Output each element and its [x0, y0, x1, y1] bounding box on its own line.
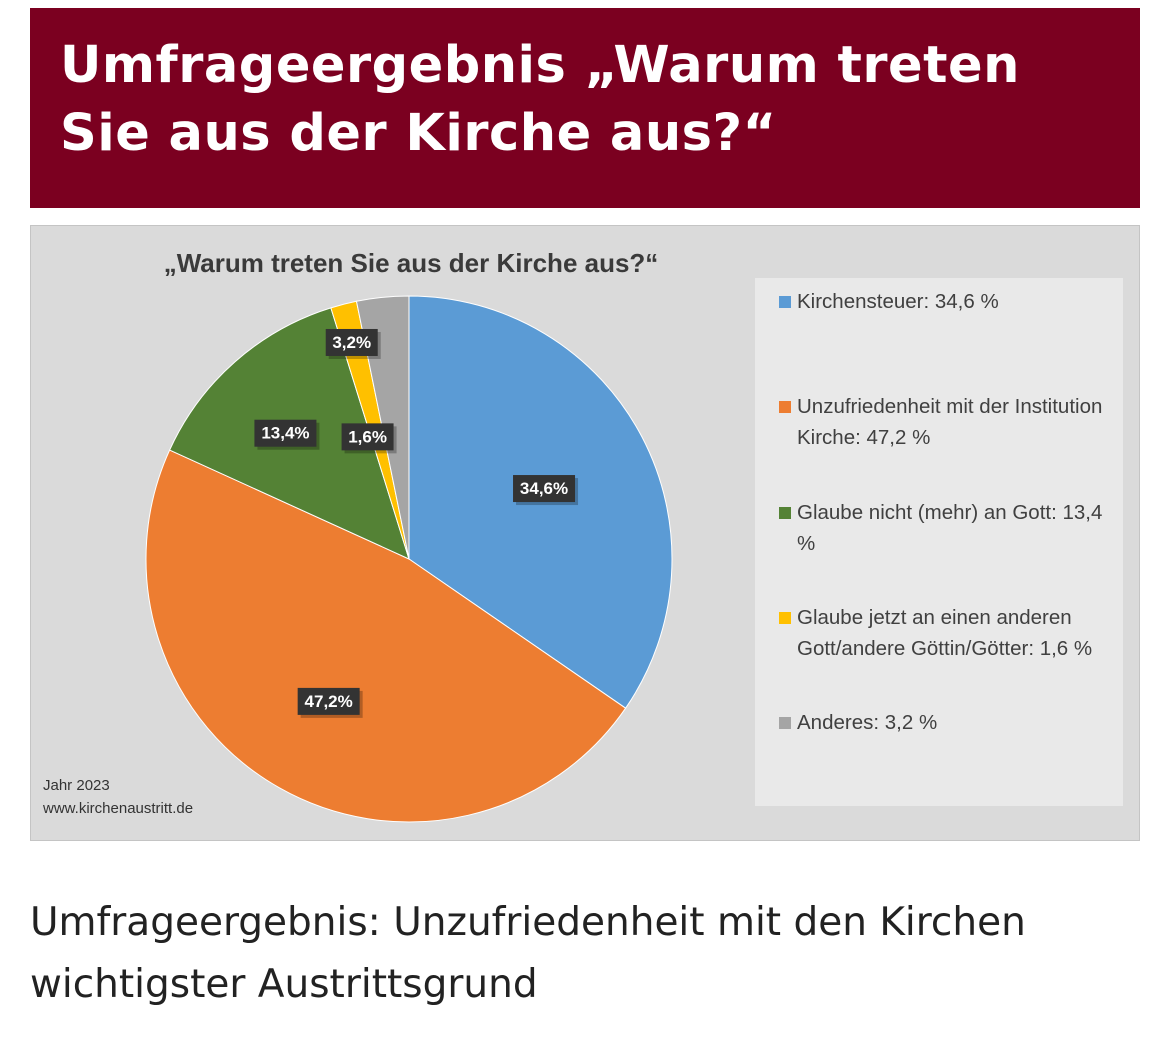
legend-label: Anderes: 3,2 % [797, 711, 938, 734]
legend-item-unzufriedenheit: Unzufriedenheit mit der Institution Kirc… [779, 391, 1119, 453]
chart-title: „Warum treten Sie aus der Kirche aus?“ [163, 248, 659, 278]
footnote-year: Jahr 2023 [43, 777, 110, 794]
data-label-text: 47,2% [305, 692, 353, 711]
data-label-text: 34,6% [520, 479, 568, 498]
legend-item-kirchensteuer: Kirchensteuer: 34,6 % [779, 286, 1119, 317]
legend-swatch [779, 296, 791, 308]
data-label: 3,2% [325, 328, 381, 359]
pie-chart: 34,6% 47,2% 13,4% 1,6% 3,2% [145, 295, 673, 823]
header-banner: Umfrageergebnis „Warum treten Sie aus de… [30, 8, 1140, 208]
data-label-text: 1,6% [348, 427, 387, 446]
image-caption: Umfrageergebnis: Unzufriedenheit mit den… [30, 900, 1026, 1007]
data-label: 34,6% [513, 475, 579, 506]
pie-slice [145, 449, 627, 823]
legend-swatch [779, 507, 791, 519]
footnote: Jahr 2023 www.kirchenaustritt.de [43, 774, 193, 820]
legend-item-glaube-nicht: Glaube nicht (mehr) an Gott: 13,4 % [779, 497, 1119, 559]
page-title: Umfrageergebnis „Warum treten Sie aus de… [60, 36, 1020, 163]
legend-swatch [779, 401, 791, 413]
legend-swatch [779, 717, 791, 729]
chart-figure: „Warum treten Sie aus der Kirche aus?“ 3… [30, 225, 1140, 841]
legend-label: Kirchensteuer: 34,6 % [797, 290, 999, 313]
legend-item-anderes: Anderes: 3,2 % [779, 707, 1119, 738]
data-label: 1,6% [341, 423, 397, 454]
data-label-text: 13,4% [261, 424, 309, 443]
legend-label: Glaube jetzt an einen anderen Gott/ander… [797, 606, 1093, 660]
pie-slice [408, 295, 673, 709]
data-label-text: 3,2% [332, 333, 371, 352]
legend-swatch [779, 612, 791, 624]
chart-legend: Kirchensteuer: 34,6 % Unzufriedenheit mi… [755, 278, 1123, 806]
data-label: 47,2% [297, 687, 363, 718]
footnote-source: www.kirchenaustritt.de [43, 800, 194, 817]
legend-item-anderer-gott: Glaube jetzt an einen anderen Gott/ander… [779, 602, 1119, 664]
legend-label: Glaube nicht (mehr) an Gott: 13,4 % [797, 501, 1103, 555]
data-label: 13,4% [254, 419, 320, 450]
legend-label: Unzufriedenheit mit der Institution Kirc… [797, 395, 1103, 449]
